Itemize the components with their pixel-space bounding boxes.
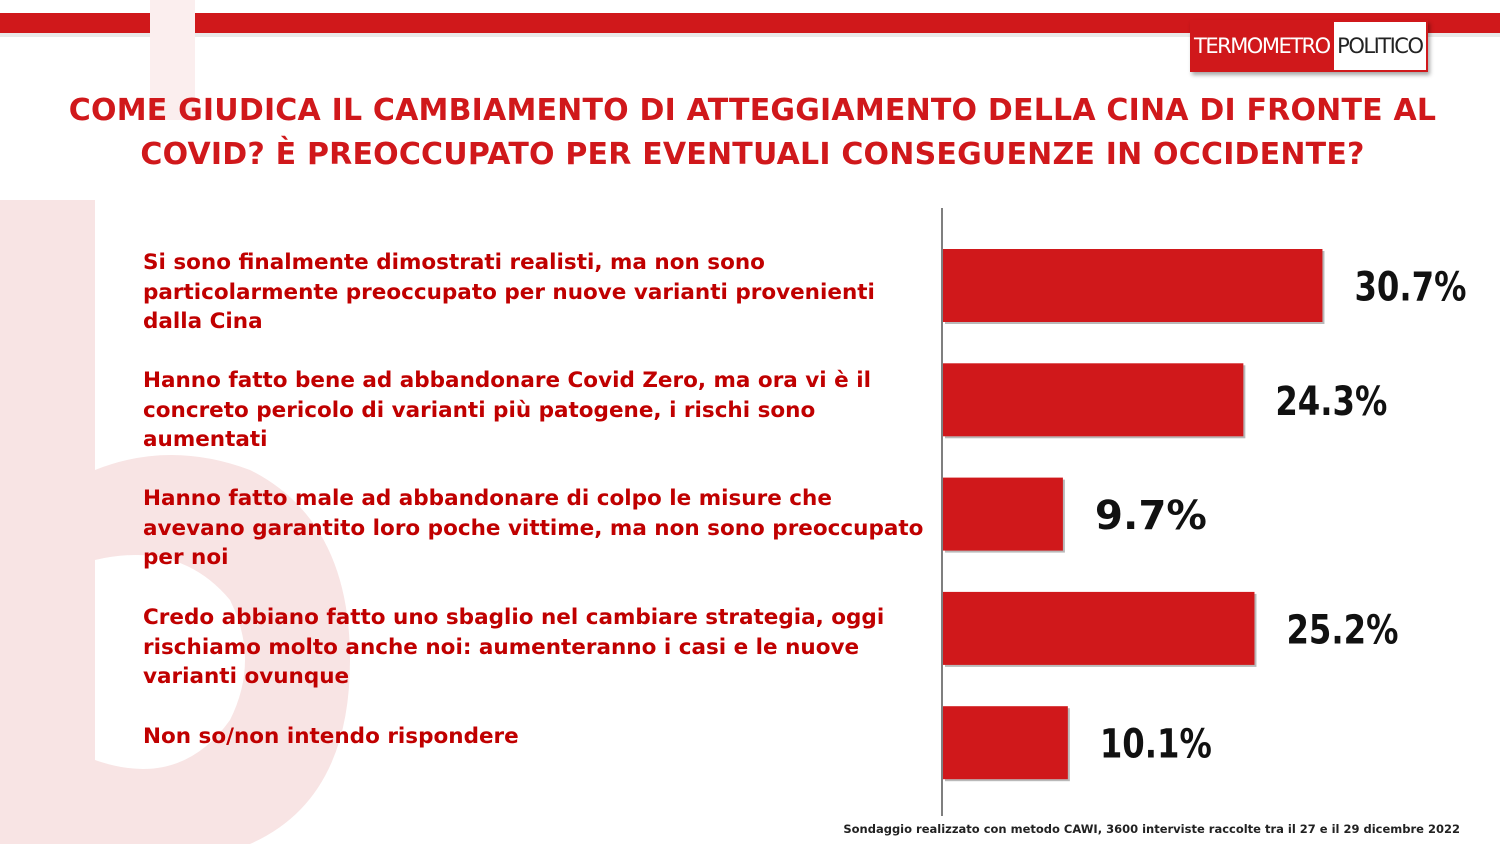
data-label: 25.2% <box>1286 607 1398 653</box>
bar <box>943 477 1063 551</box>
logo-part-red: TERMOMETRO <box>1190 20 1334 72</box>
data-label: 24.3% <box>1275 379 1387 425</box>
bar <box>943 591 1255 665</box>
bars: 30.7% 24.3% 9.7% 25.2% 10.1% <box>943 249 1466 782</box>
bar <box>943 706 1068 780</box>
category-label: Si sono finalmente dimostrati realisti, … <box>143 250 875 334</box>
data-label: 9.7% <box>1095 493 1207 539</box>
background-watermark-logo <box>0 0 350 844</box>
category-label: Hanno fatto bene ad abbandonare Covid Ze… <box>143 368 871 452</box>
category-label: Non so/non intendo rispondere <box>143 724 519 749</box>
top-accent-bar-shadow <box>0 33 1500 37</box>
footnote: Sondaggio realizzato con metodo CAWI, 36… <box>843 822 1460 836</box>
bar <box>943 249 1323 322</box>
bar <box>943 363 1244 437</box>
data-label: 10.1% <box>1100 722 1212 768</box>
chart-title: COME GIUDICA IL CAMBIAMENTO DI ATTEGGIAM… <box>68 93 1437 172</box>
category-labels: Si sono finalmente dimostrati realisti, … <box>143 0 943 844</box>
data-label: 30.7% <box>1354 265 1466 311</box>
category-label: Hanno fatto male ad abbandonare di colpo… <box>143 486 924 570</box>
top-accent-bar <box>0 13 1500 33</box>
termometro-politico-logo: TERMOMETRO POLITICO <box>1190 20 1428 72</box>
category-label: Credo abbiano fatto uno sbaglio nel camb… <box>143 605 885 689</box>
logo-part-white: POLITICO <box>1333 20 1428 72</box>
